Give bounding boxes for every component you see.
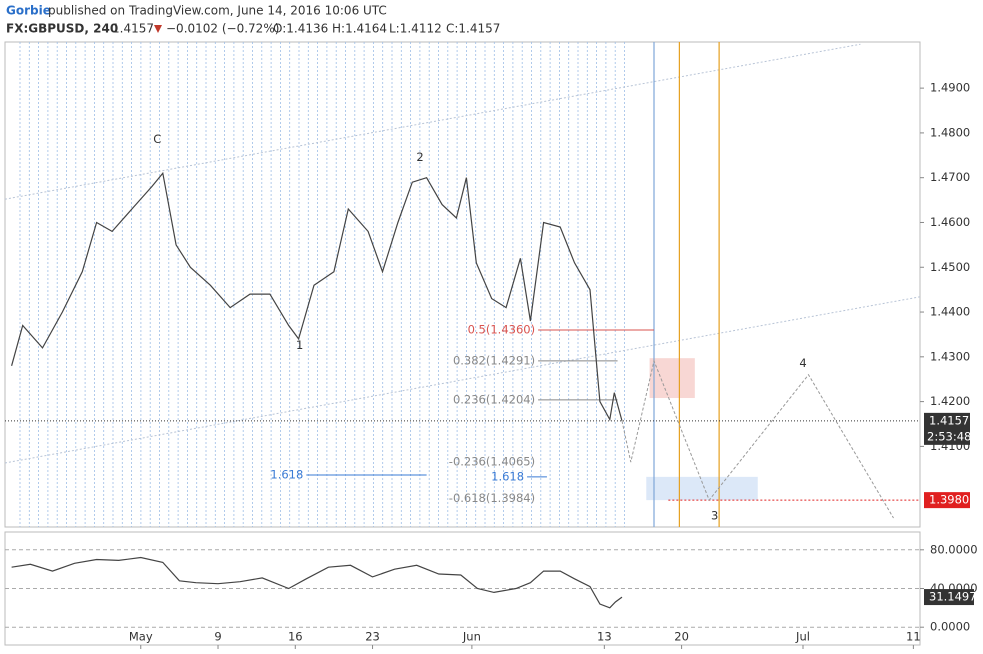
target-tag-label: 1.3980 [929,493,969,507]
x-tick-label: May [129,630,153,644]
y-tick-label: 1.4200 [930,394,970,408]
change: −0.0102 (−0.72%) [166,22,279,36]
y-tick-label: 1.4700 [930,170,970,184]
main-pane [4,41,921,528]
y-tick-label: 1.4800 [930,125,970,139]
price-line [11,171,623,422]
down-arrow [154,25,162,33]
high: H:1.4164 [332,22,387,36]
trend-line [4,43,861,200]
y-tick-label: 0.0000 [930,620,970,634]
y-tick-label: 1.4600 [930,215,970,229]
y-tick-label: 80.0000 [930,542,978,556]
x-tick-label: 11 [906,630,921,644]
close: C:1.4157 [446,22,500,36]
x-tick-label: 23 [365,630,380,644]
author[interactable]: Gorbie [6,4,51,18]
fib-label: -0.618(1.3984) [449,491,535,505]
target-tag [924,492,970,509]
fib-label: 0.5(1.4360) [468,322,536,336]
last-price: 1.4157 [112,22,154,36]
x-tick-label: 13 [597,630,612,644]
open: O:1.4136 [273,22,328,36]
fib-label: 1.618 [491,469,524,483]
wave-label: 1 [296,338,303,352]
price-tag-label: 1.4157 [929,413,969,427]
x-tick-label: Jun [462,630,481,644]
x-tick-label: 16 [288,630,303,644]
y-tick-label: 1.4400 [930,305,970,319]
wave-label: 4 [799,356,806,370]
y-tick-label: 1.4300 [930,349,970,363]
fib-label: 0.382(1.4291) [453,353,535,367]
wave-label: 3 [711,508,718,522]
x-tick-label: Jul [795,630,810,644]
price-tag [924,412,970,445]
x-tick-label: 20 [674,630,689,644]
fib-label: -0.236(1.4065) [449,455,535,469]
x-tick-label: 9 [214,630,221,644]
symbol: FX:GBPUSD, 240 [6,22,118,36]
fib-label: 1.618 [270,468,303,482]
y-tick-label: 1.4500 [930,260,970,274]
zone [646,476,758,501]
published: published on TradingView.com, June 14, 2… [48,4,387,18]
zone [649,358,695,399]
countdown: 2:53:48 [927,429,971,443]
rsi-tag-label: 31.1497 [929,590,977,604]
projection-path [621,359,894,519]
trend-line [4,296,921,464]
wave-label: C [153,132,161,146]
wave-label: 2 [416,150,423,164]
rsi-tag [924,589,974,606]
price-line [11,556,623,609]
low: L:1.4112 [389,22,442,36]
fib-label: 0.236(1.4204) [453,392,535,406]
y-tick-label: 1.4900 [930,81,970,95]
